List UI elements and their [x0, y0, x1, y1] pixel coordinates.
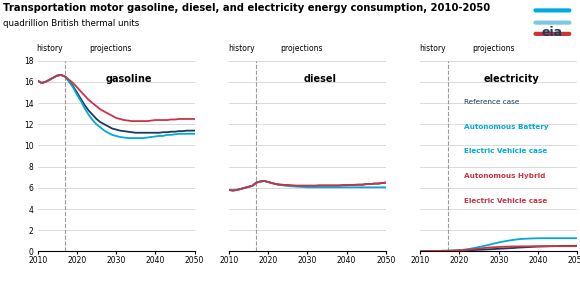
Text: Electric Vehicle case: Electric Vehicle case — [464, 198, 548, 204]
Text: history: history — [419, 44, 446, 53]
Text: Autonomous Hybrid: Autonomous Hybrid — [464, 173, 546, 179]
Text: history: history — [37, 44, 63, 53]
Text: diesel: diesel — [303, 74, 336, 84]
Text: eia: eia — [542, 27, 563, 39]
Text: Autonomous Battery: Autonomous Battery — [464, 124, 549, 130]
Text: gasoline: gasoline — [106, 74, 152, 84]
Text: projections: projections — [472, 44, 514, 53]
Text: Reference case: Reference case — [464, 99, 520, 105]
Text: quadrillion British thermal units: quadrillion British thermal units — [3, 19, 139, 28]
Text: projections: projections — [281, 44, 323, 53]
Text: electricity: electricity — [483, 74, 539, 84]
Text: Electric Vehicle case: Electric Vehicle case — [464, 149, 548, 154]
Text: projections: projections — [89, 44, 132, 53]
Text: Transportation motor gasoline, diesel, and electricity energy consumption, 2010-: Transportation motor gasoline, diesel, a… — [3, 3, 490, 13]
Text: history: history — [228, 44, 255, 53]
